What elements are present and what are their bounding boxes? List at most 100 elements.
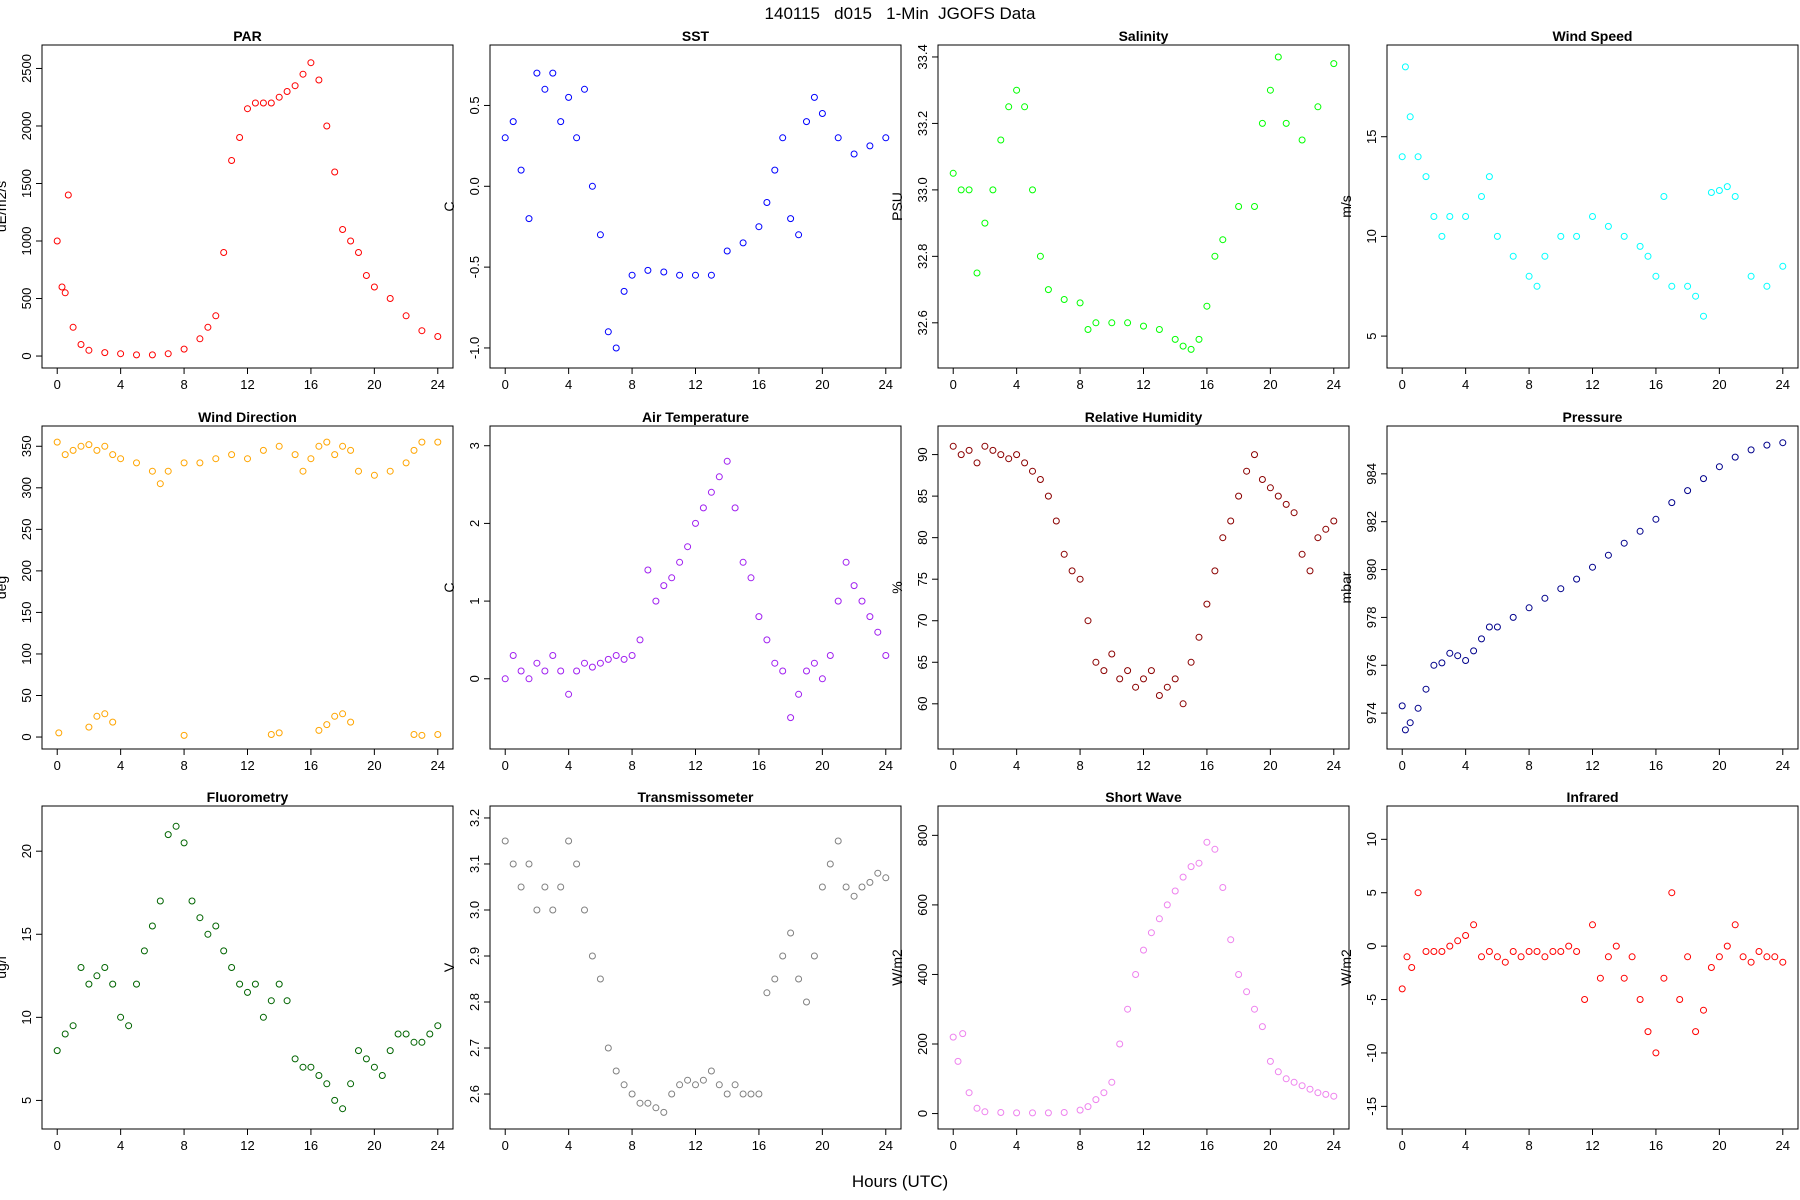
data-point [997,136,1005,144]
data-point [228,451,236,459]
data-point [1485,948,1493,955]
data-point [418,731,426,739]
x-tick-label: 20 [815,1138,829,1153]
x-tick-label: 24 [1776,758,1790,773]
data-point [1723,183,1731,191]
x-tick-label: 20 [367,377,381,392]
x-tick-label: 8 [1076,758,1083,773]
data-point [434,438,442,446]
data-point [69,323,77,331]
data-point [1147,929,1155,937]
data-point [1322,1090,1330,1098]
data-point [204,323,212,331]
y-tick-label: 90 [915,447,930,461]
x-tick-label: 24 [879,758,893,773]
data-point [1258,476,1266,483]
x-tick-label: 12 [240,758,254,773]
data-point [85,980,93,988]
data-point [636,1099,644,1107]
y-tick-label: 980 [1364,559,1379,581]
data-point [196,335,204,343]
data-point [1251,1005,1258,1013]
data-point [323,438,331,446]
y-tick-label: 10 [1364,832,1379,846]
data-point [228,964,236,971]
data-point [612,1067,620,1075]
data-point [723,1090,731,1098]
data-point [1525,604,1533,612]
data-point [692,1081,699,1089]
data-point [858,597,866,605]
y-tick-label: 1 [467,597,482,604]
y-tick-label: 200 [19,560,34,582]
y-axis-label: W/m2 [1338,949,1354,986]
data-point [220,249,228,256]
data-point [1430,948,1438,955]
data-point [370,1063,378,1071]
data-point [1076,575,1084,583]
panel-wind-direction: Wind Direction deg 0 4 8 12 16 20 24 0 50 100 150 200… [0,409,454,773]
data-point [1211,252,1219,260]
data-point [1470,921,1478,929]
data-point [1235,971,1243,978]
data-point [1604,222,1612,230]
x-tick-label: 20 [1712,758,1726,773]
data-point [818,883,826,891]
x-tick-label: 16 [1649,377,1663,392]
data-point [549,69,557,77]
panel-title: Pressure [1563,409,1623,425]
data-point [1266,1057,1274,1065]
y-axis-label: mbar [1338,571,1354,603]
data-point [291,451,299,459]
data-point [1029,467,1036,475]
data-point [1179,342,1187,350]
data-point [180,731,188,739]
x-tick-label: 0 [54,377,61,392]
data-point [771,166,779,174]
data-point [291,1055,299,1063]
data-point [347,718,355,726]
data-point [1398,702,1406,710]
data-point [965,186,973,194]
data-point [1763,441,1771,449]
plot-frame [41,44,454,369]
data-point [64,191,72,199]
data-point [795,231,803,239]
data-point [1036,476,1044,483]
data-point [525,860,533,868]
data-point [1763,953,1771,961]
data-point [620,1081,628,1089]
data-point [315,76,323,84]
data-point [1517,953,1525,961]
y-tick-label: 600 [915,894,930,916]
data-point [1692,292,1700,300]
data-point [109,980,117,988]
data-point [525,215,533,223]
data-point [763,636,771,644]
y-tick-label: 2.9 [467,947,482,965]
panel-title: SST [682,28,710,44]
data-point [117,350,125,358]
data-point [1668,282,1676,290]
data-point [1715,187,1723,194]
data-point [61,289,69,297]
y-tick-label: 3.0 [467,901,482,919]
data-point [1589,213,1596,220]
data-point [684,543,692,551]
plot-frame [489,425,902,750]
data-point [1076,1106,1084,1114]
figure-title: 140115 d015 1-Min JGOFS Data [764,4,1036,23]
data-point [1044,1109,1052,1117]
data-point [565,837,573,845]
data-point [1084,617,1092,625]
data-point [763,199,771,206]
plot-frame [489,805,902,1130]
data-point [739,1090,747,1098]
plot-frame [41,805,454,1130]
data-point [259,99,267,107]
data-point [251,99,259,107]
data-point [517,667,525,675]
data-point [965,446,973,454]
data-series [501,837,890,1116]
